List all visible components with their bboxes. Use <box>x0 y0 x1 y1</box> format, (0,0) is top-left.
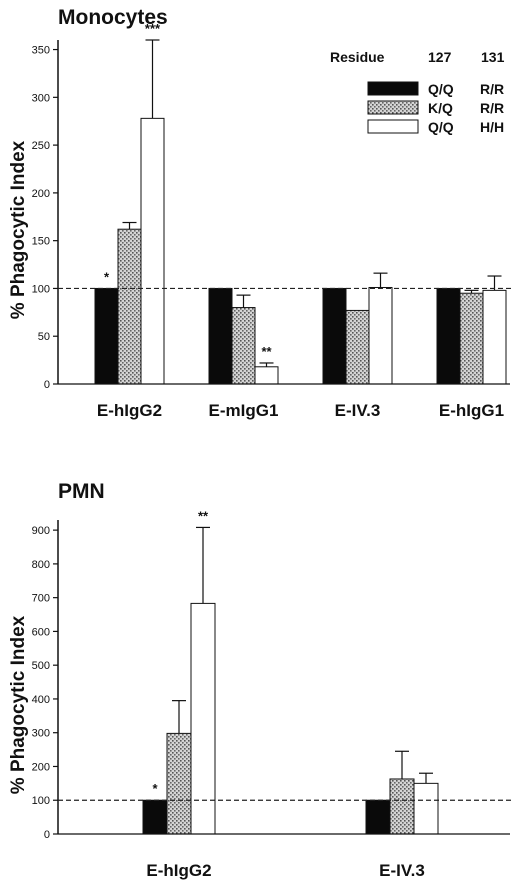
monocytes-bars <box>94 39 507 385</box>
y-tick-label: 0 <box>44 379 50 391</box>
monocytes-chart: Monocytes % Phagocytic Index 0 50 100 150 20… <box>8 6 512 420</box>
monocytes-category-labels: E-hIgG2 E-mIgG1 E-IV.3 E-hIgG1 <box>97 401 504 420</box>
error-bar <box>259 362 274 367</box>
bar-kq-rr <box>345 309 370 385</box>
legend-row-label: K/Q <box>428 100 453 116</box>
y-tick-label: 200 <box>32 761 50 773</box>
y-tick-label: 250 <box>32 140 50 152</box>
bar-qq-rr <box>94 287 119 385</box>
bar-qq-rr <box>436 287 461 385</box>
significance-marker: ** <box>198 508 209 523</box>
y-tick-label: 500 <box>32 660 50 672</box>
y-tick-label: 400 <box>32 694 50 706</box>
y-tick-label: 600 <box>32 626 50 638</box>
error-bar <box>373 272 388 288</box>
legend-swatch-qq-rr <box>367 81 419 96</box>
error-bar <box>122 221 137 230</box>
significance-marker: * <box>152 781 158 796</box>
y-tick-label: 300 <box>32 92 50 104</box>
y-tick-label: 50 <box>38 331 50 343</box>
category-label: E-hIgG2 <box>97 401 162 420</box>
bar-qq-rr <box>322 287 347 385</box>
bar-kq-rr <box>231 307 256 385</box>
legend-row-label: H/H <box>480 119 504 135</box>
monocytes-y-ticks: 0 50 100 150 200 250 300 350 <box>32 45 58 391</box>
pmn-y-axis-label: % Phagocytic Index <box>8 615 29 794</box>
pmn-y-ticks: 0 100 200 300 400 500 600 700 800 900 <box>32 525 58 841</box>
y-tick-label: 100 <box>32 795 50 807</box>
legend-swatch-qq-hh <box>367 119 419 134</box>
legend-header-residue: Residue <box>330 49 385 65</box>
legend-row-label: Q/Q <box>428 119 454 135</box>
significance-marker: ** <box>261 344 272 359</box>
monocytes-y-axis-label: % Phagocytic Index <box>8 140 29 319</box>
bar-kq-rr <box>459 292 484 385</box>
error-bar <box>395 750 409 779</box>
error-bar <box>145 39 160 119</box>
bar-qq-hh <box>413 782 439 835</box>
category-label: E-IV.3 <box>335 401 381 420</box>
error-bar <box>236 294 251 308</box>
legend-row-label: R/R <box>480 81 504 97</box>
significance-marker: *** <box>145 21 161 36</box>
error-bar <box>464 289 479 294</box>
y-tick-label: 150 <box>32 236 50 248</box>
significance-markers: * ** <box>152 508 209 796</box>
bar-qq-hh <box>368 286 393 385</box>
bar-kq-rr <box>389 778 415 835</box>
bar-qq-hh <box>482 289 507 385</box>
category-label: E-mIgG1 <box>209 401 279 420</box>
y-tick-label: 300 <box>32 728 50 740</box>
legend-row-label: Q/Q <box>428 81 454 97</box>
y-tick-label: 900 <box>32 525 50 537</box>
legend-header-131: 131 <box>481 49 505 65</box>
category-label: E-IV.3 <box>379 861 425 880</box>
y-tick-label: 350 <box>32 45 50 57</box>
legend: Residue 127 131 Q/Q R/R K/Q R/R Q/Q H/H <box>330 49 505 135</box>
bar-qq-hh <box>140 117 165 385</box>
category-label: E-hIgG1 <box>439 401 504 420</box>
y-tick-label: 100 <box>32 283 50 295</box>
legend-swatch-kq-rr <box>367 100 419 115</box>
bar-kq-rr <box>117 228 142 385</box>
error-bar <box>172 700 186 734</box>
significance-markers: * *** ** <box>104 21 273 359</box>
significance-marker: * <box>104 269 110 284</box>
error-bar <box>196 526 210 604</box>
error-bar <box>419 772 433 784</box>
pmn-chart-title: PMN <box>58 480 105 503</box>
pmn-bars <box>142 526 439 835</box>
monocytes-chart-title: Monocytes <box>58 6 168 29</box>
category-label: E-hIgG2 <box>146 861 211 880</box>
bar-qq-rr <box>208 287 233 385</box>
pmn-category-labels: E-hIgG2 E-IV.3 <box>146 861 424 880</box>
bar-kq-rr <box>166 732 192 835</box>
y-tick-label: 800 <box>32 559 50 571</box>
bar-qq-rr <box>365 799 391 835</box>
y-tick-label: 0 <box>44 829 50 841</box>
y-tick-label: 200 <box>32 188 50 200</box>
bar-qq-rr <box>142 799 168 835</box>
legend-header-127: 127 <box>428 49 452 65</box>
y-tick-label: 700 <box>32 593 50 605</box>
bar-qq-hh <box>254 366 279 385</box>
pmn-chart: PMN % Phagocytic Index 0 100 200 300 400 500 6… <box>8 480 512 880</box>
legend-row-label: R/R <box>480 100 504 116</box>
bar-qq-hh <box>190 602 216 835</box>
